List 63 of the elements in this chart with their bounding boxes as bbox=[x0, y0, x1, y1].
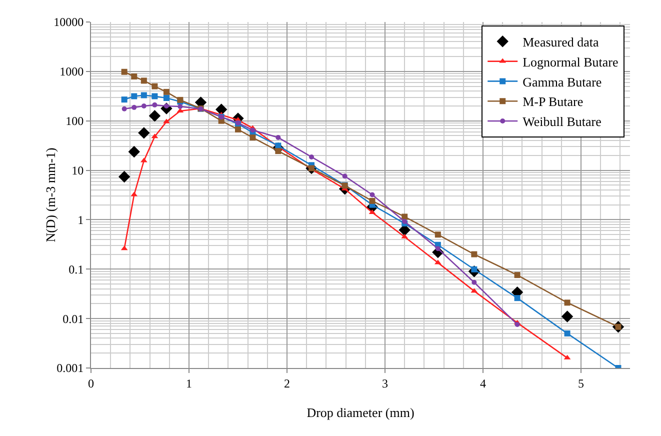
x-tick-label: 3 bbox=[382, 376, 388, 390]
point bbox=[152, 83, 158, 90]
x-tick-label: 4 bbox=[480, 376, 486, 390]
point bbox=[163, 95, 170, 101]
x-tick-label: 2 bbox=[284, 376, 290, 390]
point bbox=[132, 104, 137, 110]
point bbox=[118, 170, 130, 183]
point bbox=[514, 295, 520, 302]
point bbox=[342, 174, 348, 179]
y-tick-label: 0.01 bbox=[62, 312, 84, 326]
point bbox=[121, 96, 128, 103]
point bbox=[309, 154, 314, 160]
point bbox=[140, 78, 147, 84]
point bbox=[163, 88, 170, 95]
point bbox=[128, 146, 140, 158]
point bbox=[275, 148, 282, 154]
point bbox=[131, 93, 138, 100]
point bbox=[163, 118, 170, 124]
point bbox=[276, 135, 281, 140]
x-tick-label: 0 bbox=[88, 376, 94, 390]
legend-label: Gamma Butare bbox=[522, 74, 602, 90]
point bbox=[561, 310, 574, 322]
point bbox=[152, 102, 158, 108]
y-tick-label: 1 bbox=[78, 212, 84, 227]
x-axis-title: Drop diameter (mm) bbox=[306, 405, 414, 420]
point bbox=[564, 300, 570, 306]
point bbox=[402, 214, 408, 220]
point bbox=[435, 246, 440, 252]
legend-label: Lognormal Butare bbox=[522, 54, 619, 70]
point bbox=[122, 106, 127, 112]
legend-label: M-P Butare bbox=[522, 94, 584, 110]
legend-label: Measured data bbox=[522, 34, 599, 50]
point bbox=[152, 93, 158, 100]
point bbox=[250, 134, 256, 141]
point bbox=[514, 322, 520, 327]
point bbox=[140, 92, 147, 98]
x-tick-label: 5 bbox=[578, 376, 584, 390]
legend-label: Weibull Butare bbox=[522, 114, 602, 130]
point bbox=[138, 127, 150, 139]
y-tick-label: 10 bbox=[72, 163, 84, 178]
point bbox=[178, 104, 183, 110]
point bbox=[472, 280, 477, 285]
point bbox=[148, 110, 161, 122]
point bbox=[215, 104, 228, 116]
y-tick-label: 0.1 bbox=[68, 262, 84, 276]
x-tick-label: 1 bbox=[186, 376, 192, 390]
y-axis-title: N(D) (m-3 mm-1) bbox=[43, 148, 58, 242]
point bbox=[370, 192, 375, 198]
y-tick-label: 100 bbox=[66, 114, 84, 128]
y-tick-label: 1000 bbox=[60, 64, 84, 79]
point bbox=[250, 128, 256, 133]
point bbox=[121, 68, 128, 75]
point bbox=[434, 232, 441, 238]
point bbox=[235, 126, 241, 132]
point bbox=[141, 103, 146, 108]
y-tick-label: 10000 bbox=[54, 15, 84, 30]
point bbox=[402, 219, 408, 224]
point bbox=[369, 198, 376, 204]
point bbox=[564, 330, 570, 336]
y-tick-label: 0.001 bbox=[56, 361, 84, 376]
point bbox=[131, 73, 138, 80]
point bbox=[514, 272, 520, 278]
point bbox=[471, 251, 478, 258]
